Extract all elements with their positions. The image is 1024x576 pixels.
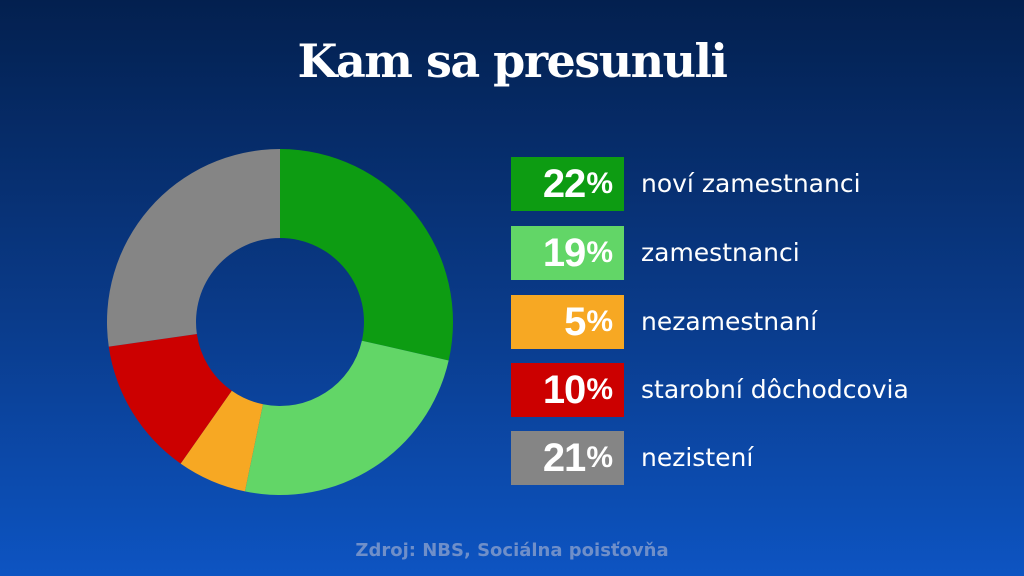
donut-slice-1 — [280, 149, 454, 361]
legend-value: 5 — [564, 299, 586, 344]
legend-swatch: 22% — [511, 157, 624, 211]
legend-row-nezisteni: 21% nezistení — [511, 431, 971, 485]
legend-row-zamestnanci: 19% zamestnanci — [511, 226, 971, 280]
donut-slice-4 — [108, 333, 232, 464]
source-note: Zdroj: NBS, Sociálna poisťovňa — [355, 540, 669, 561]
donut-chart — [106, 149, 454, 495]
legend-unit: % — [586, 305, 613, 338]
legend-unit: % — [586, 167, 613, 200]
legend-unit: % — [586, 441, 613, 474]
legend-value: 22 — [542, 161, 586, 206]
donut-slice-2 — [244, 340, 449, 495]
legend-row-novi-zamestnanci: 22% noví zamestnanci — [511, 157, 971, 211]
legend-swatch: 10% — [511, 363, 624, 417]
legend-swatch: 19% — [511, 226, 624, 280]
legend-row-starobni-dochodcovia: 10% starobní dôchodcovia — [511, 363, 971, 417]
legend-value: 19 — [542, 230, 586, 275]
donut-slice-3 — [180, 390, 263, 492]
legend-swatch: 21% — [511, 431, 624, 485]
legend-label: nezamestnaní — [641, 307, 818, 336]
legend-value: 21 — [542, 435, 586, 480]
legend-label: noví zamestnanci — [641, 169, 861, 198]
legend-unit: % — [586, 373, 613, 406]
legend-label: nezistení — [641, 443, 754, 472]
legend-label: zamestnanci — [641, 238, 800, 267]
legend-value: 10 — [542, 367, 586, 412]
chart-title: Kam sa presunuli — [297, 34, 728, 88]
legend-swatch: 5% — [511, 295, 624, 349]
legend-unit: % — [586, 236, 613, 269]
donut-slice-5 — [106, 149, 280, 347]
legend-row-nezamestnani: 5% nezamestnaní — [511, 295, 971, 349]
legend-label: starobní dôchodcovia — [641, 375, 909, 404]
